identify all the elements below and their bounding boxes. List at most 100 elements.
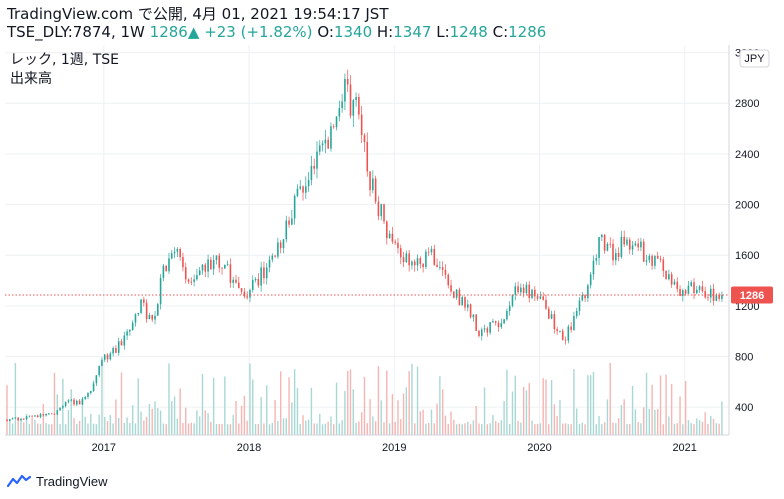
candle-body bbox=[187, 279, 190, 282]
candle-body bbox=[263, 267, 265, 279]
candle-body bbox=[22, 418, 25, 420]
volume-bar bbox=[344, 390, 346, 435]
candle-body bbox=[115, 348, 117, 353]
candle-body bbox=[196, 275, 198, 280]
volume-bar bbox=[386, 370, 388, 435]
candle-body bbox=[517, 286, 519, 293]
volume-bar bbox=[226, 424, 229, 435]
time-tick-label: 2020 bbox=[527, 442, 551, 454]
candle-body bbox=[416, 258, 419, 266]
volume-bar bbox=[439, 376, 441, 435]
volume-bar bbox=[59, 424, 61, 435]
candle-body bbox=[36, 415, 39, 418]
volume-bar bbox=[224, 376, 226, 435]
price-axis[interactable]: 400800120016002000240028003200 bbox=[735, 48, 759, 415]
candle-body bbox=[397, 242, 399, 249]
candle-body bbox=[207, 259, 209, 272]
candle-body bbox=[503, 319, 505, 324]
volume-bar bbox=[134, 423, 137, 435]
candle-body bbox=[268, 259, 271, 268]
candle-body bbox=[31, 415, 33, 417]
volume-bar bbox=[609, 362, 611, 435]
candle-body bbox=[601, 234, 603, 238]
chart-area[interactable]: レック, 1週, TSE 出来高 400 800 1200 1600 2000 2400 2… bbox=[5, 45, 777, 465]
candle-body bbox=[296, 188, 299, 196]
candle-body bbox=[567, 326, 570, 341]
grid-lines bbox=[5, 45, 729, 435]
volume-bar bbox=[679, 396, 681, 435]
time-axis[interactable]: 2017 2018 2019 2020 2021 bbox=[92, 442, 697, 454]
candle-body bbox=[215, 255, 218, 260]
candle-body bbox=[508, 305, 511, 311]
candle-body bbox=[441, 267, 444, 270]
candle-body bbox=[559, 330, 561, 332]
candle-body bbox=[366, 142, 369, 172]
volume-bar bbox=[651, 384, 653, 435]
candle-body bbox=[673, 281, 676, 285]
candle-body bbox=[676, 281, 679, 289]
volume-bar bbox=[430, 409, 433, 435]
candle-body bbox=[363, 135, 366, 143]
candle-body bbox=[81, 398, 84, 405]
candle-body bbox=[531, 289, 533, 299]
candle-body bbox=[274, 255, 276, 257]
candle-body bbox=[154, 315, 156, 320]
volume-bar bbox=[693, 424, 695, 435]
candle-body bbox=[56, 410, 59, 415]
candle-body bbox=[494, 321, 497, 323]
volume-bar bbox=[92, 423, 95, 435]
candle-body bbox=[53, 413, 56, 415]
open-value: 1340 bbox=[333, 23, 373, 41]
candle-body bbox=[28, 415, 31, 417]
currency-badge[interactable]: JPY bbox=[739, 49, 770, 68]
candle-body bbox=[528, 284, 531, 299]
volume-bar bbox=[140, 411, 142, 435]
candle-body bbox=[450, 285, 452, 292]
candle-body bbox=[157, 304, 159, 316]
candle-body bbox=[534, 289, 536, 297]
volume-bar bbox=[277, 421, 279, 435]
volume-bar bbox=[9, 420, 11, 435]
candle-body bbox=[679, 288, 681, 296]
candle-body bbox=[377, 201, 380, 217]
candle-body bbox=[20, 418, 22, 421]
volume-bar bbox=[235, 400, 237, 435]
footer-brand[interactable]: TradingView bbox=[7, 472, 108, 490]
candle-body bbox=[184, 267, 187, 280]
candle-body bbox=[464, 297, 466, 308]
volume-bar bbox=[461, 424, 463, 435]
candle-body bbox=[455, 289, 458, 298]
volume-bar bbox=[656, 408, 659, 435]
volume-bar bbox=[70, 389, 72, 435]
candle-body bbox=[553, 314, 556, 330]
volume-bar bbox=[23, 422, 25, 435]
volume-bar bbox=[64, 424, 67, 435]
volume-bar bbox=[168, 363, 170, 435]
volume-bar bbox=[366, 423, 368, 435]
last-price-tag-bg bbox=[731, 286, 773, 304]
candle-body bbox=[210, 259, 212, 270]
candle-body bbox=[344, 78, 346, 102]
price-chart[interactable]: レック, 1週, TSE 出来高 400 800 1200 1600 2000 2400 2… bbox=[5, 45, 777, 465]
candle-body bbox=[506, 310, 508, 320]
candle-body bbox=[101, 359, 103, 366]
volume-bar bbox=[53, 372, 56, 435]
volume-bar bbox=[383, 422, 385, 435]
candle-body bbox=[45, 413, 47, 416]
low-value: 1248 bbox=[449, 23, 488, 41]
candle-body bbox=[282, 239, 285, 249]
volume-bar bbox=[570, 424, 572, 435]
candle-body bbox=[265, 267, 268, 279]
candle-body bbox=[715, 294, 718, 301]
candle-body bbox=[626, 239, 628, 245]
volume-bar bbox=[528, 383, 530, 435]
candle-body bbox=[609, 243, 612, 245]
volume-bar bbox=[698, 420, 701, 435]
candle-body bbox=[578, 300, 581, 311]
volume-bar bbox=[282, 418, 285, 435]
candle-body bbox=[659, 258, 662, 260]
volume-bar bbox=[606, 399, 609, 435]
candle-body bbox=[78, 400, 81, 405]
candle-body bbox=[525, 284, 528, 293]
volume-bar bbox=[631, 385, 634, 435]
